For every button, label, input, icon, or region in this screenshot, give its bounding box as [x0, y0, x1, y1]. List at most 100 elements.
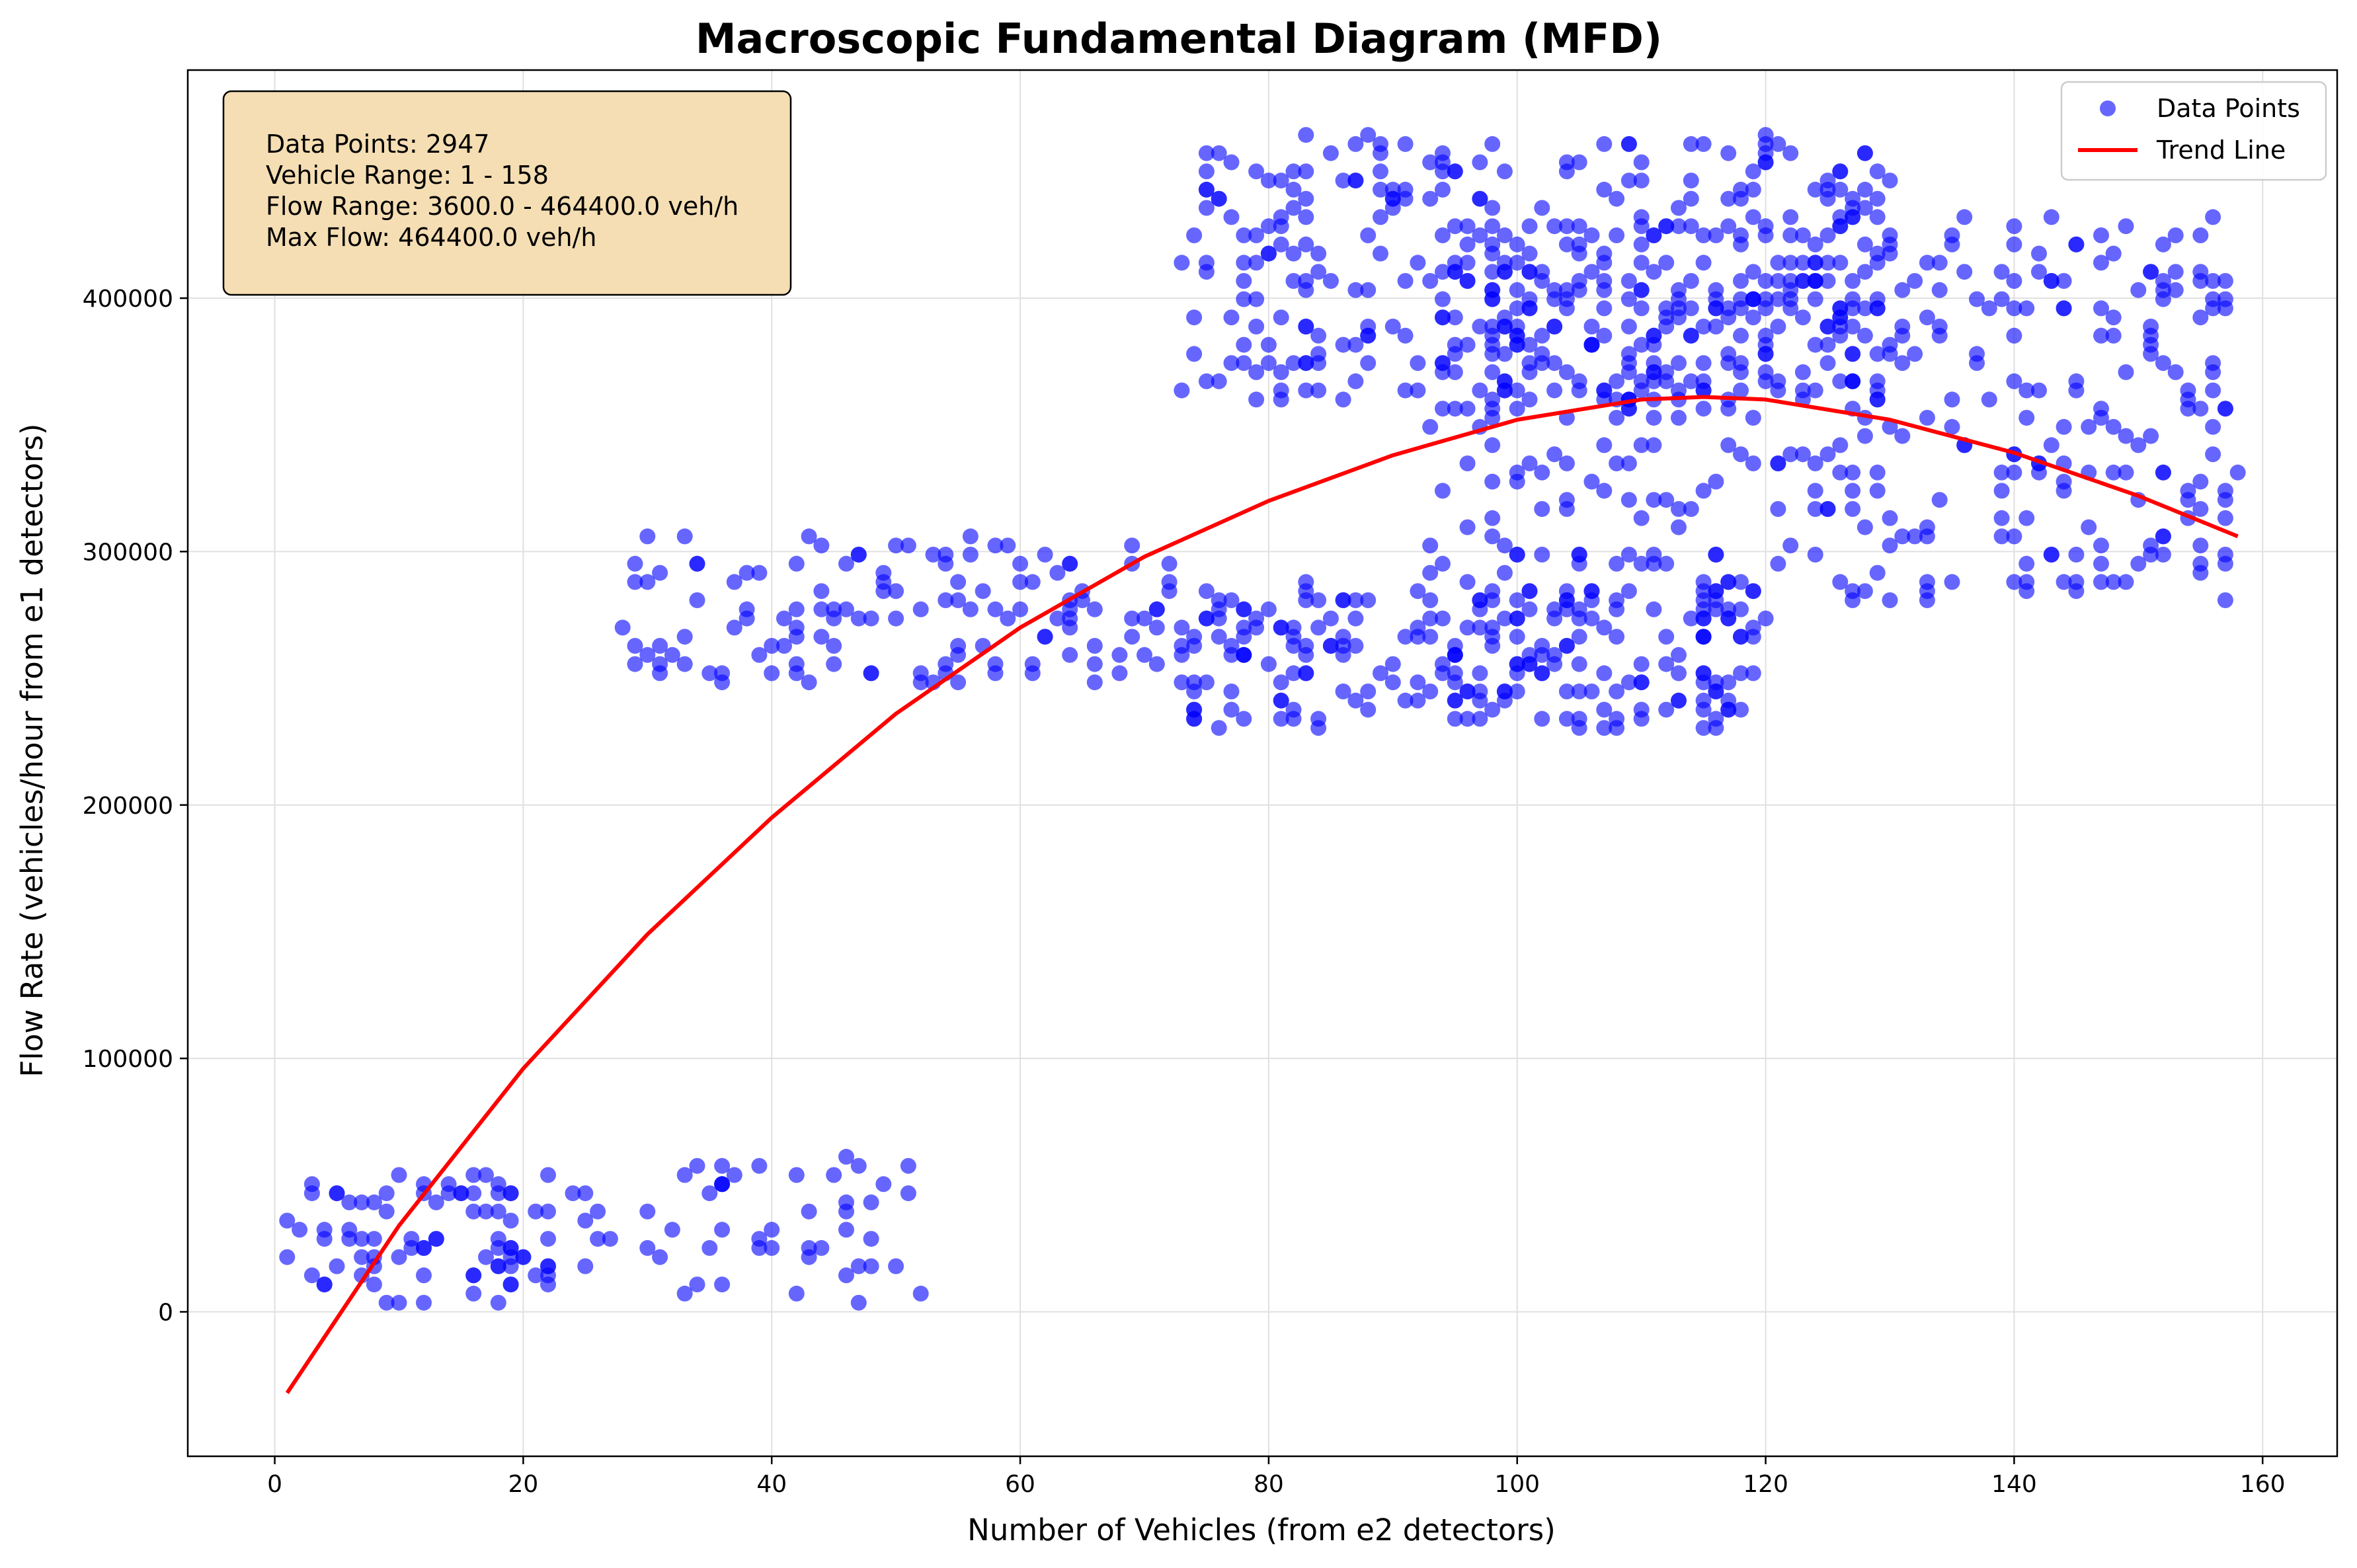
data-point [1745, 309, 1761, 326]
data-point [1819, 446, 1836, 463]
data-point [1472, 319, 1488, 334]
data-point [316, 1222, 333, 1238]
data-point [2093, 574, 2109, 590]
data-point [1000, 537, 1016, 554]
data-point [1186, 629, 1203, 645]
data-point [1633, 255, 1650, 271]
data-point [2006, 273, 2022, 289]
data-point [2217, 273, 2233, 289]
data-point [764, 638, 780, 654]
data-point [1310, 720, 1327, 736]
data-point [1857, 519, 1873, 535]
data-point [962, 528, 979, 545]
data-point [1360, 227, 1377, 243]
data-point [1845, 319, 1861, 334]
data-point [1435, 555, 1451, 572]
data-point [1285, 355, 1302, 372]
data-point [1198, 200, 1215, 216]
data-point [465, 1167, 482, 1183]
data-point [1373, 245, 1388, 262]
data-point [1186, 346, 1203, 362]
data-point [1124, 537, 1140, 554]
legend-trend-line-label: Trend Line [2156, 136, 2286, 165]
data-point [1882, 510, 1898, 526]
data-point [689, 592, 705, 608]
data-point [1683, 501, 1699, 517]
data-point [1695, 227, 1712, 243]
data-point [764, 665, 780, 682]
data-point [2006, 300, 2022, 317]
data-point [1807, 236, 1823, 253]
data-point [1447, 711, 1463, 727]
data-point [2031, 245, 2047, 262]
data-point [502, 1185, 519, 1202]
data-point [1646, 264, 1662, 280]
data-point [1857, 145, 1873, 161]
data-point [1695, 319, 1712, 334]
data-point [279, 1249, 296, 1265]
data-point [1658, 319, 1675, 334]
data-point [1198, 373, 1215, 389]
data-point [1745, 665, 1761, 682]
data-point [1384, 181, 1401, 198]
data-point [1671, 218, 1687, 235]
data-point [1658, 492, 1675, 508]
data-point [1422, 565, 1439, 581]
data-point [1198, 583, 1215, 600]
data-point [1969, 355, 1985, 372]
data-point [1633, 555, 1650, 572]
data-point [1944, 227, 1960, 243]
data-point [416, 1294, 432, 1311]
data-point [1720, 145, 1737, 161]
data-point [2068, 373, 2085, 389]
data-point [801, 528, 817, 545]
data-point [1260, 601, 1277, 617]
data-point [1086, 601, 1103, 617]
data-point [1211, 601, 1227, 617]
data-point [1422, 273, 1439, 289]
data-point [1558, 291, 1575, 307]
data-point [1757, 610, 1774, 627]
data-point [1658, 255, 1675, 271]
data-point [354, 1231, 370, 1247]
data-point [1422, 154, 1439, 171]
data-point [1322, 638, 1339, 654]
data-point [1459, 519, 1476, 535]
data-point [366, 1276, 382, 1293]
data-point [751, 565, 768, 581]
data-point [1882, 227, 1898, 243]
data-point [1521, 583, 1538, 600]
data-point [1944, 418, 1960, 435]
data-point [416, 1239, 432, 1256]
data-point [1695, 701, 1712, 718]
data-point [1223, 154, 1240, 171]
data-point [627, 656, 643, 672]
data-point [639, 528, 656, 545]
data-point [1435, 401, 1451, 417]
data-point [2105, 574, 2122, 590]
data-point [1322, 145, 1339, 161]
data-point [490, 1294, 506, 1311]
data-point [1583, 684, 1600, 699]
data-point [1024, 656, 1041, 672]
data-point [1620, 401, 1637, 417]
data-point [1062, 647, 1078, 663]
data-point [1609, 455, 1625, 471]
data-point [1509, 327, 1525, 344]
data-point [875, 565, 892, 581]
data-point [1062, 619, 1078, 636]
data-point [1347, 610, 1364, 627]
data-point [2081, 418, 2097, 435]
data-point [2143, 547, 2159, 563]
data-point [2192, 309, 2209, 326]
data-point [1782, 300, 1799, 317]
data-point [2130, 555, 2147, 572]
info-box: Data Points: 2947 Vehicle Range: 1 - 158… [222, 90, 792, 296]
data-point [1633, 437, 1650, 453]
data-point [1671, 355, 1687, 372]
data-point [2043, 547, 2059, 563]
data-point [1857, 583, 1873, 600]
data-point [987, 537, 1004, 554]
